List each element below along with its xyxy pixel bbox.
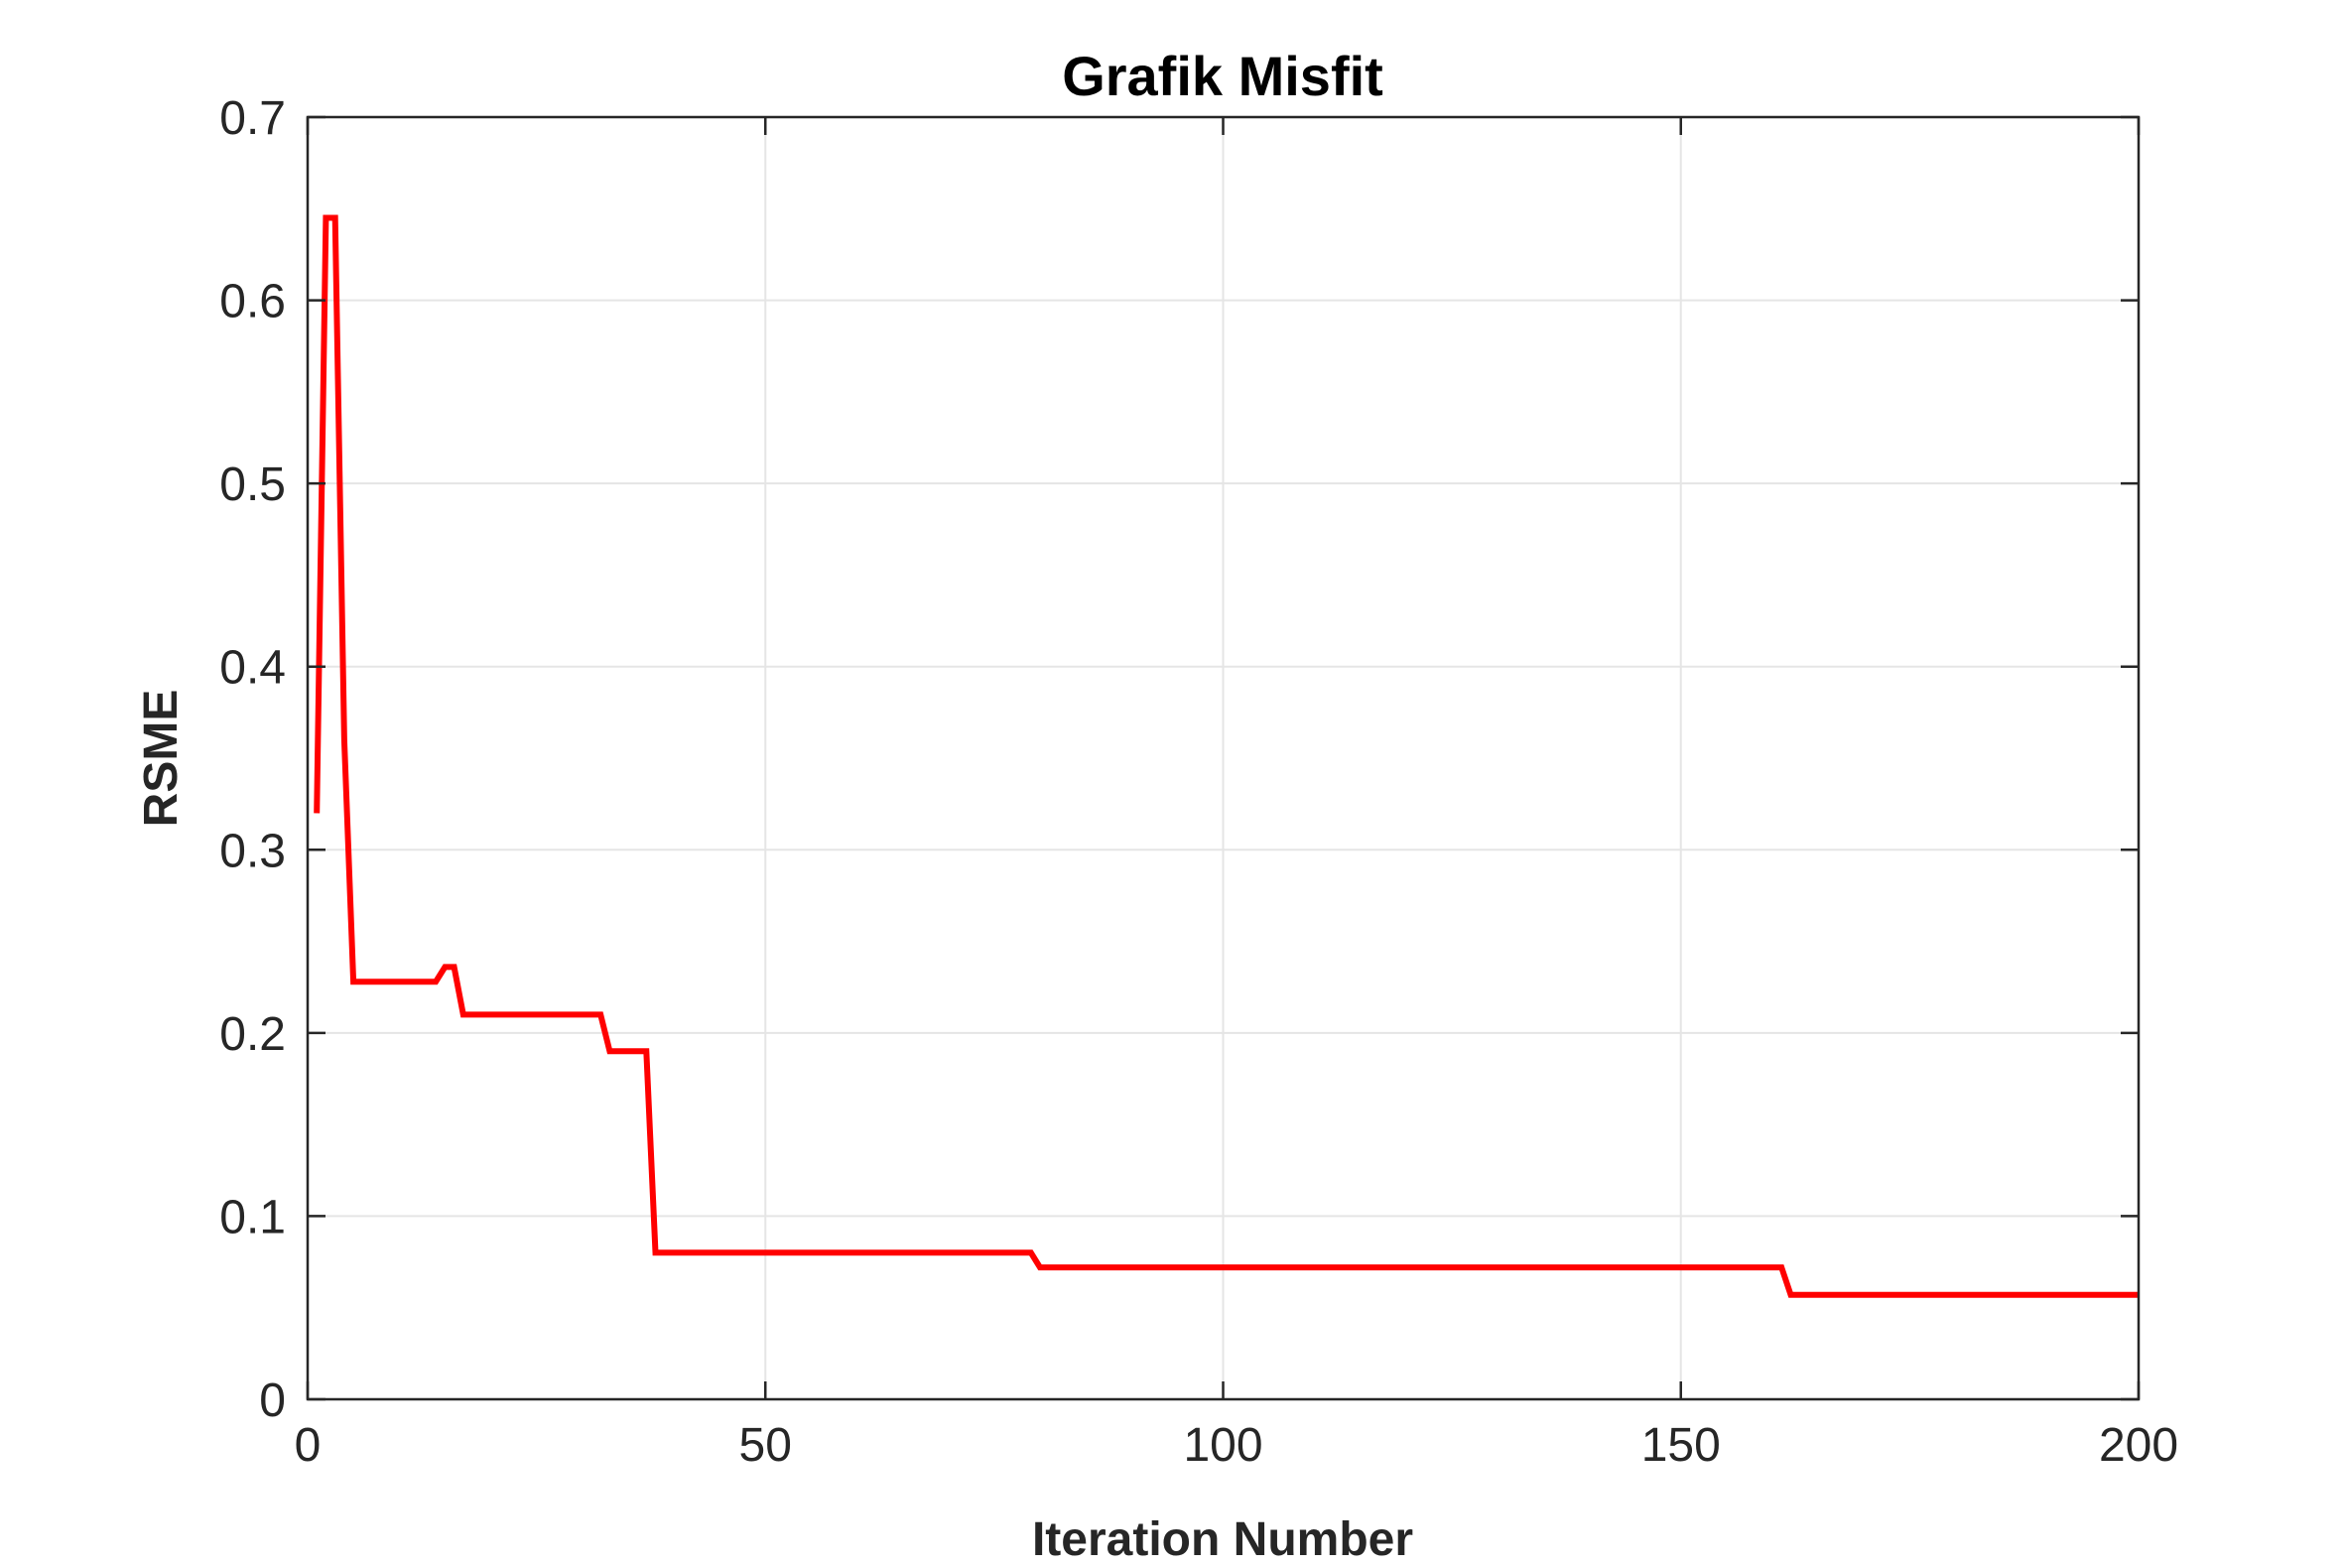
x-tick-label: 150 <box>1641 1419 1721 1472</box>
y-tick-label: 0 <box>259 1374 286 1427</box>
y-tick-label: 0.7 <box>219 92 286 145</box>
grid <box>308 117 2139 1399</box>
rsme-series-line <box>314 214 2139 1298</box>
y-tick-label: 0.1 <box>219 1191 286 1243</box>
x-tick-label: 200 <box>2099 1419 2178 1472</box>
y-tick-label: 0.2 <box>219 1008 286 1061</box>
x-axis-label: Iteration Number <box>1032 1513 1413 1563</box>
ticks: 0 50 100 150 200 0 0.1 0.2 0.3 0.4 0.5 0.6 0.7 <box>219 92 2178 1472</box>
chart-title: Grafik Misfit <box>1062 45 1383 107</box>
x-tick-label: 100 <box>1183 1419 1262 1472</box>
y-tick-label: 0.5 <box>219 458 286 511</box>
x-tick-label: 50 <box>739 1419 792 1472</box>
series-layer <box>314 214 2139 1298</box>
y-tick-label: 0.4 <box>219 642 286 695</box>
y-tick-label: 0.3 <box>219 825 286 877</box>
y-axis-label: RSME <box>135 690 188 828</box>
x-tick-label: 0 <box>295 1419 322 1472</box>
y-tick-label: 0.6 <box>219 276 286 328</box>
